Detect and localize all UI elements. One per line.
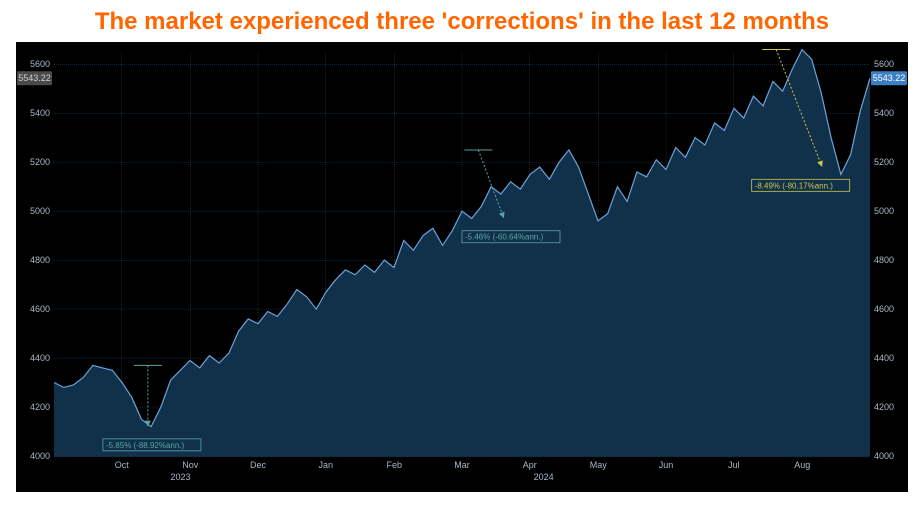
svg-text:Jan: Jan (318, 460, 333, 470)
svg-text:5200: 5200 (874, 157, 894, 167)
svg-text:-8.49% (-80.17%ann.): -8.49% (-80.17%ann.) (755, 181, 834, 190)
svg-text:Aug: Aug (794, 460, 810, 470)
svg-text:2023: 2023 (170, 472, 190, 482)
svg-text:5600: 5600 (874, 59, 894, 69)
svg-text:-5.85% (-88.92%ann.): -5.85% (-88.92%ann.) (106, 441, 185, 450)
svg-text:4600: 4600 (30, 304, 50, 314)
svg-text:4000: 4000 (874, 451, 894, 461)
svg-text:Jul: Jul (728, 460, 740, 470)
svg-text:5000: 5000 (874, 206, 894, 216)
svg-text:4400: 4400 (30, 353, 50, 363)
svg-text:Apr: Apr (523, 460, 537, 470)
svg-text:5543.22: 5543.22 (873, 73, 906, 83)
svg-text:4600: 4600 (874, 304, 894, 314)
page-title: The market experienced three 'correction… (0, 0, 924, 42)
svg-text:Oct: Oct (115, 460, 130, 470)
svg-text:Nov: Nov (182, 460, 199, 470)
svg-text:Dec: Dec (250, 460, 267, 470)
left-price-badge: 5543.22 (17, 71, 52, 85)
svg-text:5400: 5400 (874, 108, 894, 118)
svg-text:2024: 2024 (534, 472, 554, 482)
svg-text:4800: 4800 (874, 255, 894, 265)
svg-text:Jun: Jun (659, 460, 674, 470)
svg-text:4000: 4000 (30, 451, 50, 461)
svg-text:4400: 4400 (874, 353, 894, 363)
svg-text:5600: 5600 (30, 59, 50, 69)
svg-text:Mar: Mar (454, 460, 470, 470)
svg-text:-5.46% (-60.64%ann.): -5.46% (-60.64%ann.) (465, 233, 544, 242)
svg-text:May: May (590, 460, 608, 470)
svg-text:5543.22: 5543.22 (18, 73, 51, 83)
svg-text:5200: 5200 (30, 157, 50, 167)
chart-svg: 4000 4000 4200 4200 4400 4400 4600 4600 4800 4800… (16, 42, 908, 492)
svg-text:4800: 4800 (30, 255, 50, 265)
svg-text:5400: 5400 (30, 108, 50, 118)
svg-text:4200: 4200 (30, 402, 50, 412)
right-price-badge: 5543.22 (871, 71, 907, 85)
market-chart: 4000 4000 4200 4200 4400 4400 4600 4600 4800 4800… (16, 42, 908, 492)
svg-text:4200: 4200 (874, 402, 894, 412)
svg-text:Feb: Feb (387, 460, 403, 470)
svg-text:5000: 5000 (30, 206, 50, 216)
